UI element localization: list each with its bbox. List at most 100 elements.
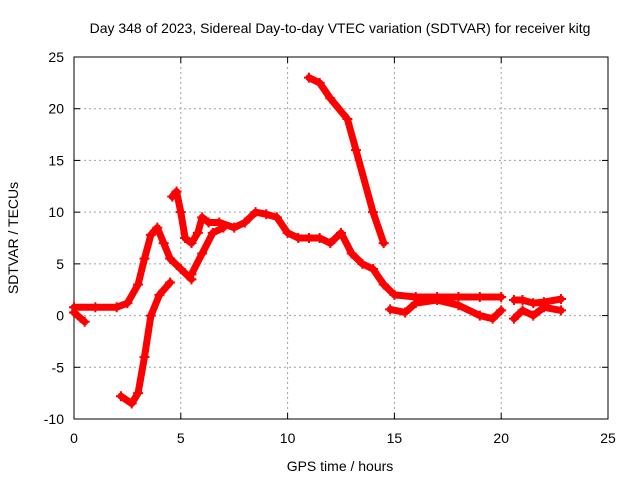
- data-point: [528, 298, 539, 309]
- data-point: [154, 289, 165, 300]
- data-point: [389, 289, 400, 300]
- data-point: [207, 227, 218, 238]
- y-tick-label: 15: [48, 152, 64, 168]
- series-arc-4: [186, 222, 229, 280]
- data-point: [139, 351, 150, 362]
- data-point: [165, 253, 176, 264]
- data-point: [261, 209, 272, 220]
- data-point: [115, 391, 126, 402]
- data-point: [111, 302, 122, 313]
- series-arc-5: [303, 72, 389, 249]
- y-tick-label: 20: [48, 101, 64, 117]
- x-axis-label: GPS time / hours: [287, 458, 394, 474]
- data-point: [528, 310, 539, 321]
- data-point: [378, 279, 389, 290]
- data-point: [158, 238, 169, 249]
- data-point: [517, 295, 528, 306]
- ticks: 0 5 10 15 20 25 -10 -5 0 5 10 15 20 25: [44, 49, 616, 446]
- data-point: [133, 279, 144, 290]
- data-point: [496, 305, 507, 316]
- data-point: [325, 238, 336, 249]
- data-point: [368, 207, 379, 218]
- data-point: [400, 307, 411, 318]
- data-point: [517, 305, 528, 316]
- data-point: [218, 222, 229, 233]
- series-arc-9: [69, 307, 90, 327]
- data-point: [250, 207, 261, 218]
- data-point: [145, 229, 156, 240]
- series-arc-8: [509, 302, 567, 324]
- plot-border: [73, 56, 609, 420]
- x-tick-label: 15: [387, 430, 403, 446]
- data-point: [336, 227, 346, 238]
- chart-title: Day 348 of 2023, Sidereal Day-to-day VTE…: [90, 20, 591, 36]
- data-point: [203, 217, 214, 228]
- series-line: [510, 303, 565, 323]
- data-point: [171, 186, 182, 197]
- data-point: [325, 93, 336, 104]
- y-tick-label: 0: [56, 308, 64, 324]
- data-point: [229, 222, 240, 233]
- data-point: [509, 313, 520, 324]
- data-point: [496, 291, 507, 302]
- data-point: [474, 291, 485, 302]
- data-point: [357, 258, 368, 269]
- data-point: [145, 310, 156, 321]
- series-line: [187, 224, 228, 278]
- data-point: [79, 316, 90, 327]
- data-point: [368, 264, 379, 275]
- data-point: [152, 222, 163, 233]
- data-point: [410, 298, 421, 309]
- data-point: [197, 248, 208, 259]
- data-point: [139, 253, 150, 264]
- data-point: [556, 305, 567, 316]
- series-line: [70, 224, 195, 311]
- data-point: [556, 294, 567, 305]
- data-point: [293, 233, 304, 243]
- data-point: [165, 277, 176, 288]
- data-point: [186, 238, 197, 249]
- y-tick-label: 10: [48, 204, 64, 220]
- data-point: [538, 302, 549, 313]
- x-tick-label: 0: [70, 430, 78, 446]
- data-point: [314, 77, 325, 88]
- y-axis-label: SDTVAR / TECUs: [5, 182, 21, 294]
- series-arc-2: [115, 277, 176, 409]
- series-arc-6: [385, 295, 507, 324]
- x-tick-label: 10: [280, 430, 296, 446]
- data-point: [175, 264, 186, 275]
- data-marks: [69, 72, 567, 409]
- data-point: [133, 388, 144, 399]
- data-point: [453, 300, 464, 311]
- data-point: [432, 295, 443, 306]
- data-point: [509, 295, 520, 306]
- series-arc-3: [167, 186, 507, 302]
- data-point: [346, 248, 357, 259]
- y-tick-label: 5: [56, 256, 64, 272]
- series-arc-1: [69, 222, 197, 313]
- y-tick-label: -5: [52, 359, 65, 375]
- data-point: [271, 212, 282, 223]
- data-point: [303, 72, 314, 83]
- series-arc-7: [509, 294, 567, 309]
- data-point: [90, 302, 101, 313]
- data-point: [378, 238, 389, 249]
- x-tick-label: 25: [600, 430, 616, 446]
- series-line: [70, 308, 89, 326]
- data-point: [69, 307, 79, 318]
- data-point: [167, 191, 178, 202]
- data-point: [180, 233, 191, 243]
- data-point: [487, 313, 498, 324]
- y-tick-label: -10: [44, 411, 64, 427]
- data-point: [186, 269, 197, 280]
- series-line: [168, 187, 505, 301]
- data-point: [314, 233, 325, 243]
- x-tick-label: 5: [177, 430, 185, 446]
- x-tick-label: 20: [493, 430, 509, 446]
- data-point: [126, 398, 137, 409]
- data-point: [192, 227, 203, 238]
- data-point: [239, 217, 250, 228]
- data-point: [175, 207, 186, 218]
- data-point: [197, 212, 208, 223]
